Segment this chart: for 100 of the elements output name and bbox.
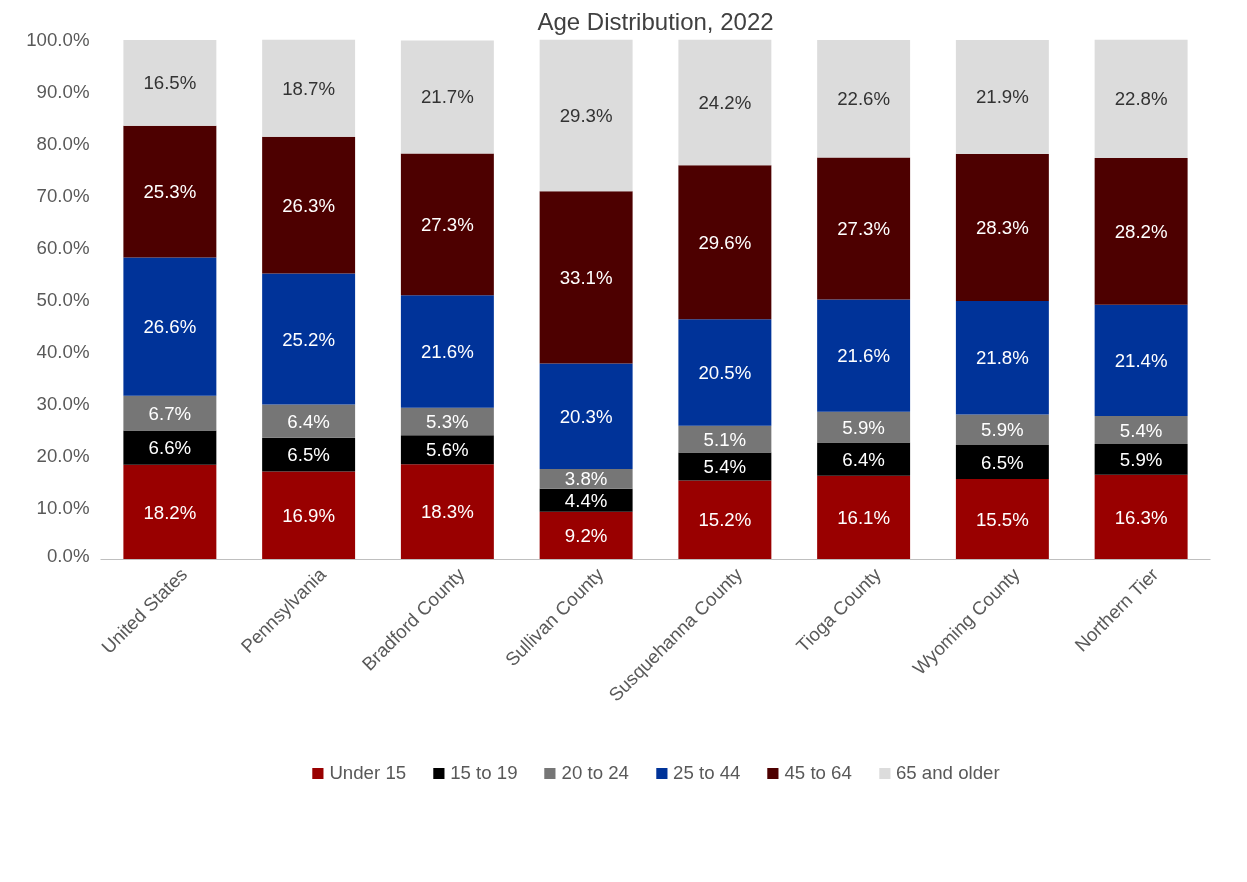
- bar: [955, 40, 1049, 154]
- data-label: 5.4%: [1119, 419, 1163, 441]
- bar: [539, 363, 633, 470]
- bar: [955, 153, 1049, 302]
- bar: [817, 299, 911, 412]
- data-label: 26.3%: [282, 194, 336, 216]
- bar: [539, 39, 633, 192]
- data-label: 6.4%: [842, 448, 885, 470]
- data-label: 21.4%: [1114, 349, 1168, 371]
- data-label: 18.7%: [282, 77, 336, 99]
- data-label: 9.2%: [564, 525, 608, 547]
- bar: [1094, 39, 1188, 159]
- data-label: 25.2%: [282, 328, 336, 350]
- bar: [817, 442, 911, 476]
- data-label: 3.8%: [564, 468, 608, 490]
- data-label: 21.6%: [837, 345, 891, 367]
- data-label: 4.4%: [564, 489, 608, 511]
- data-label: 33.1%: [559, 266, 613, 288]
- y-tick-label: 60.0%: [36, 237, 90, 258]
- data-label: 21.9%: [975, 86, 1029, 108]
- data-label: 24.2%: [698, 91, 752, 113]
- bar: [955, 301, 1049, 415]
- bar: [539, 511, 633, 560]
- bar: [955, 478, 1049, 560]
- bar: [123, 40, 217, 126]
- bar: [262, 471, 356, 560]
- bar: [678, 165, 772, 320]
- y-tick-label: 70.0%: [36, 185, 90, 206]
- y-tick-label: 50.0%: [36, 289, 90, 310]
- y-tick-label: 100.0%: [26, 29, 90, 50]
- bar: [400, 153, 494, 296]
- y-tick-label: 20.0%: [36, 445, 90, 466]
- data-label: 5.6%: [426, 439, 469, 461]
- data-label: 21.8%: [975, 347, 1029, 369]
- legend-label: 65 and older: [895, 761, 1000, 784]
- y-tick-label: 30.0%: [36, 393, 90, 414]
- bar: [678, 480, 772, 560]
- y-tick-label: 90.0%: [36, 81, 90, 102]
- y-tick-label: 0.0%: [46, 544, 90, 566]
- data-label: 15.2%: [698, 509, 752, 531]
- data-label: 28.2%: [1114, 220, 1168, 242]
- data-label: 5.9%: [1119, 448, 1163, 470]
- bar: [262, 136, 356, 274]
- data-label: 21.6%: [420, 341, 474, 362]
- data-label: 18.2%: [143, 501, 197, 523]
- data-label: 26.6%: [143, 316, 197, 338]
- data-label: 28.3%: [975, 216, 1029, 238]
- bar: [262, 437, 356, 472]
- data-label: 6.5%: [981, 451, 1024, 473]
- bar: [400, 464, 494, 560]
- legend-label: 45 to 64: [784, 761, 852, 784]
- legend-label: 15 to 19: [450, 761, 518, 784]
- data-label: 5.9%: [981, 419, 1024, 441]
- bar: [123, 464, 217, 560]
- data-label: 29.6%: [698, 231, 752, 253]
- bar: [123, 257, 217, 396]
- bar: [1094, 474, 1188, 560]
- legend-label: 20 to 24: [561, 761, 630, 784]
- data-label: 16.9%: [282, 505, 336, 527]
- data-label: 5.1%: [703, 428, 747, 450]
- data-label: 16.1%: [837, 507, 891, 529]
- data-label: 5.3%: [426, 410, 469, 432]
- bar: [123, 430, 217, 465]
- bar: [123, 125, 217, 258]
- data-label: 16.3%: [1114, 506, 1168, 528]
- bar: [1094, 158, 1188, 305]
- bar: [539, 191, 633, 364]
- bar: [817, 411, 911, 443]
- data-label: 5.9%: [842, 416, 885, 438]
- chart-title: Age Distribution, 2022: [537, 7, 774, 35]
- bar: [262, 404, 356, 438]
- bar: [123, 395, 217, 431]
- bar: [400, 40, 494, 154]
- data-label: 18.3%: [420, 501, 474, 523]
- bar: [817, 40, 911, 158]
- y-tick-label: 40.0%: [36, 341, 90, 362]
- data-label: 16.5%: [143, 72, 197, 94]
- y-tick-label: 10.0%: [36, 497, 90, 518]
- data-label: 27.3%: [837, 218, 891, 240]
- bar: [1094, 304, 1188, 416]
- bar: [817, 157, 911, 300]
- bar: [678, 39, 772, 166]
- legend-label: 25 to 44: [673, 761, 741, 784]
- data-label: 22.6%: [837, 88, 891, 110]
- data-label: 20.5%: [698, 362, 752, 384]
- data-label: 22.8%: [1114, 88, 1168, 110]
- y-tick-label: 80.0%: [36, 133, 90, 154]
- data-label: 25.3%: [143, 181, 197, 203]
- data-label: 20.3%: [559, 405, 613, 427]
- bar: [400, 295, 494, 408]
- data-label: 5.4%: [703, 455, 747, 477]
- data-label: 15.5%: [975, 508, 1029, 530]
- data-label: 6.7%: [148, 402, 192, 424]
- data-label: 6.5%: [287, 444, 330, 466]
- bar: [817, 475, 911, 560]
- data-label: 27.3%: [420, 213, 474, 235]
- bar: [955, 414, 1049, 446]
- bar: [1094, 444, 1188, 475]
- data-label: 21.7%: [420, 86, 474, 108]
- bar: [955, 445, 1049, 479]
